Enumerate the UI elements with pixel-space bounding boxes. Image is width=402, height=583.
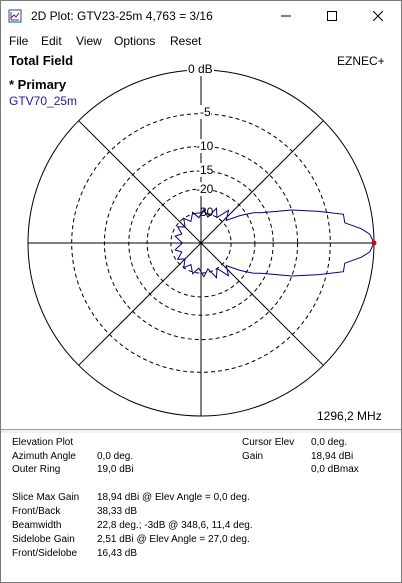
menu-bar: File Edit View Options Reset <box>1 31 401 54</box>
frequency-label: 1296,2 MHz <box>317 409 382 423</box>
cursor-elev-label: Cursor Elev <box>242 437 295 448</box>
ring-label-minus10: -10 <box>196 139 214 153</box>
gain-value: 18,94 dBi <box>311 451 354 462</box>
maximize-button[interactable] <box>309 1 355 31</box>
menu-options[interactable]: Options <box>114 34 156 48</box>
pattern-trace-group <box>174 207 377 279</box>
beamwidth-value: 22,8 deg.; -3dB @ 348,6, 11,4 deg. <box>97 520 253 531</box>
ring-label-0db: 0 dB <box>187 62 214 76</box>
azimuth-label: Azimuth Angle <box>12 451 76 462</box>
gain-max-value: 0,0 dBmax <box>311 464 359 475</box>
slice-max-gain-value: 18,94 dBi @ Elev Angle = 0,0 deg. <box>97 492 250 503</box>
gain-label: Gain <box>242 451 264 462</box>
slice-max-gain-label: Slice Max Gain <box>12 492 80 503</box>
window-title: 2D Plot: GTV23-25m 4,763 = 3/16 <box>31 9 213 23</box>
panel-separator <box>1 429 401 433</box>
outer-ring-value: 19,0 dBi <box>97 464 134 475</box>
minimize-icon <box>281 15 291 17</box>
beamwidth-label: Beamwidth <box>12 520 62 531</box>
polar-grid <box>27 69 375 417</box>
front-back-label: Front/Back <box>12 506 61 517</box>
plot-heading: Total Field <box>9 53 74 68</box>
plot-area[interactable]: Total Field EZNEC+ * Primary GTV70_25m 0… <box>1 53 401 427</box>
menu-reset[interactable]: Reset <box>170 34 202 48</box>
ring-label-minus30: -30 <box>196 205 214 219</box>
front-sidelobe-label: Front/Sidelobe <box>12 548 78 559</box>
close-button[interactable] <box>355 1 401 31</box>
title-bar[interactable]: 2D Plot: GTV23-25m 4,763 = 3/16 <box>1 1 401 31</box>
cursor-marker <box>371 240 377 246</box>
menu-view[interactable]: View <box>76 34 102 48</box>
primary-label: * Primary <box>9 77 67 92</box>
sidelobe-gain-label: Sidelobe Gain <box>12 534 75 545</box>
app-icon[interactable] <box>8 9 22 23</box>
outer-ring-label: Outer Ring <box>12 464 61 475</box>
azimuth-value: 0,0 deg. <box>97 451 134 462</box>
plot-type-label: Elevation Plot <box>12 437 74 448</box>
close-icon <box>373 11 383 21</box>
minimize-button[interactable] <box>263 1 309 31</box>
ring-label-minus5: -5 <box>200 105 211 119</box>
front-sidelobe-value: 16,43 dB <box>97 548 138 559</box>
pattern-trace <box>174 207 375 279</box>
ring-label-minus15: -15 <box>196 163 214 177</box>
maximize-icon <box>327 11 337 21</box>
ring-label-minus20: -20 <box>196 182 214 196</box>
front-back-value: 38,33 dB <box>97 506 138 517</box>
brand-label: EZNEC+ <box>337 54 385 68</box>
menu-edit[interactable]: Edit <box>41 34 62 48</box>
sidelobe-gain-value: 2,51 dBi @ Elev Angle = 27,0 deg. <box>97 534 250 545</box>
cursor-elev-value: 0,0 deg. <box>311 437 348 448</box>
trace-legend: GTV70_25m <box>9 94 78 108</box>
menu-file[interactable]: File <box>9 34 29 48</box>
diagonal-axis <box>78 120 324 366</box>
